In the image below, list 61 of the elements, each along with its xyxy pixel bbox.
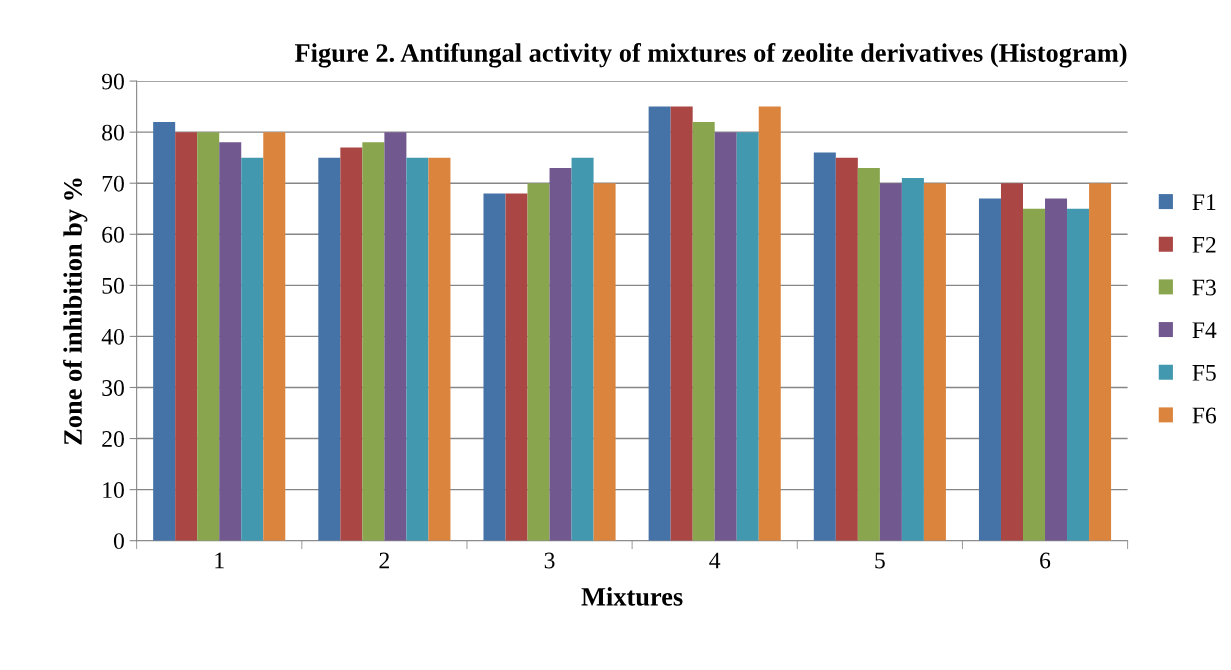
legend-label: F5 [1192,365,1216,381]
legend-label: F1 [1192,194,1216,210]
bar [549,167,572,541]
bar [318,157,341,541]
bar [340,147,363,541]
bar [384,132,407,541]
y-axis-title: Zone of inhibition by % [63,178,88,445]
bar [175,132,198,541]
bar [263,132,286,541]
chart-title: Figure 2. Antifungal activity of mixtures of zeolite derivatives (Histogram) [294,43,1127,68]
bar [571,157,594,541]
legend-label: F2 [1192,236,1216,253]
bar [527,183,550,541]
bar [197,132,220,541]
bar [505,193,528,541]
x-tick-label: 6 [1040,552,1051,569]
bar [758,106,781,541]
x-tick-label: 1 [215,552,224,569]
bar [835,157,858,541]
bar [1045,198,1068,541]
y-tick-label: 30 [102,379,124,396]
bar [241,157,264,541]
bar [483,193,506,541]
x-tick-label: 3 [544,552,555,569]
legend-label: F3 [1192,279,1216,296]
bar [978,198,1001,541]
bar [923,183,946,541]
y-tick-label: 90 [101,73,124,90]
y-tick-label: 70 [102,175,124,192]
y-tick-label: 0 [113,533,124,550]
y-tick-label: 60 [102,226,124,243]
bar [593,183,616,541]
legend-label: F4 [1192,322,1217,338]
bar [1089,183,1112,541]
x-tick-label: 4 [709,552,721,569]
bar [857,167,880,541]
y-tick-label: 20 [102,431,124,447]
bar [1000,183,1023,541]
bar [1067,208,1090,541]
y-tick-label: 40 [101,328,124,345]
x-tick-label: 2 [379,552,389,569]
bar [406,157,429,541]
bar [736,132,759,541]
bar [879,183,902,541]
bar [692,121,715,541]
x-axis-title: Mixtures [581,587,683,606]
bar [670,106,693,541]
y-tick-label: 80 [102,124,124,141]
bar [714,132,737,541]
bar [901,178,924,541]
bar [1023,208,1046,541]
bar [362,142,385,541]
bar [813,152,836,541]
y-tick-label: 50 [102,277,124,294]
bar [648,106,671,541]
bar [219,142,242,541]
bar [428,157,451,541]
x-tick-label: 5 [875,552,885,569]
legend-label: F6 [1192,407,1217,424]
bar [153,121,176,541]
y-tick-label: 10 [103,482,124,499]
